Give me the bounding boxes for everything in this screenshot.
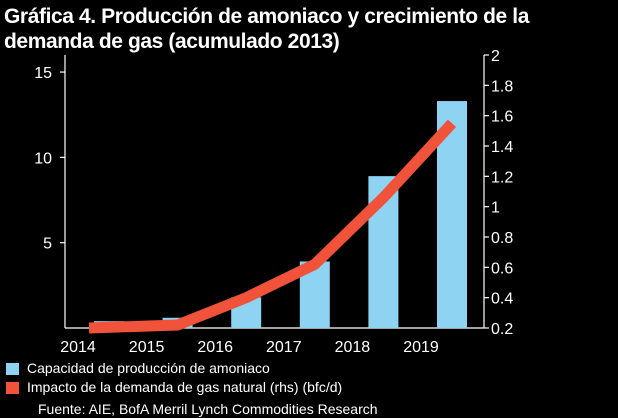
legend-swatch-line xyxy=(6,381,19,394)
right-tick-label-0.2: 0.2 xyxy=(491,321,513,338)
right-tick-label-1.2: 1.2 xyxy=(491,169,513,186)
right-tick-label-0.8: 0.8 xyxy=(491,230,513,247)
x-tick-label-2016: 2016 xyxy=(197,339,233,356)
legend-swatch-bars xyxy=(6,362,19,375)
legend: Capacidad de producción de amoniaco Impa… xyxy=(6,359,342,397)
right-tick-label-1.8: 1.8 xyxy=(491,78,513,95)
legend-item-bars: Capacidad de producción de amoniaco xyxy=(6,359,342,378)
x-tick-label-2018: 2018 xyxy=(335,339,371,356)
x-tick-label-2014: 2014 xyxy=(60,339,96,356)
bar-series xyxy=(94,101,467,328)
right-tick-label-1.4: 1.4 xyxy=(491,139,513,156)
right-tick-label-0.4: 0.4 xyxy=(491,291,513,308)
chart-title: Gráfica 4. Producción de amoniaco y crec… xyxy=(4,5,529,53)
x-tick-label-2015: 2015 xyxy=(129,339,165,356)
left-tick-label-5: 5 xyxy=(43,236,52,253)
x-tick-label-2019: 2019 xyxy=(403,339,439,356)
source-note: Fuente: AIE, BofA Merril Lynch Commoditi… xyxy=(38,401,378,417)
right-tick-label-1: 1 xyxy=(491,200,500,217)
right-tick-label-0.6: 0.6 xyxy=(491,260,513,277)
legend-label-line: Impacto de la demanda de gas natural (rh… xyxy=(27,379,343,395)
left-tick-label-15: 15 xyxy=(34,65,52,82)
left-tick-label-10: 10 xyxy=(34,150,52,167)
right-tick-label-1.6: 1.6 xyxy=(491,109,513,126)
legend-label-bars: Capacidad de producción de amoniaco xyxy=(27,360,270,376)
tick-labels: 5 10 15 0.2 0.4 0.6 0.8 1 1.2 1.4 1.6 1.8 2 2014 2015 2… xyxy=(34,48,513,356)
x-tick-label-2017: 2017 xyxy=(266,339,302,356)
line-series xyxy=(88,119,457,334)
legend-item-line: Impacto de la demanda de gas natural (rh… xyxy=(6,378,342,397)
right-tick-label-2: 2 xyxy=(491,48,500,65)
demand-line xyxy=(88,119,457,334)
